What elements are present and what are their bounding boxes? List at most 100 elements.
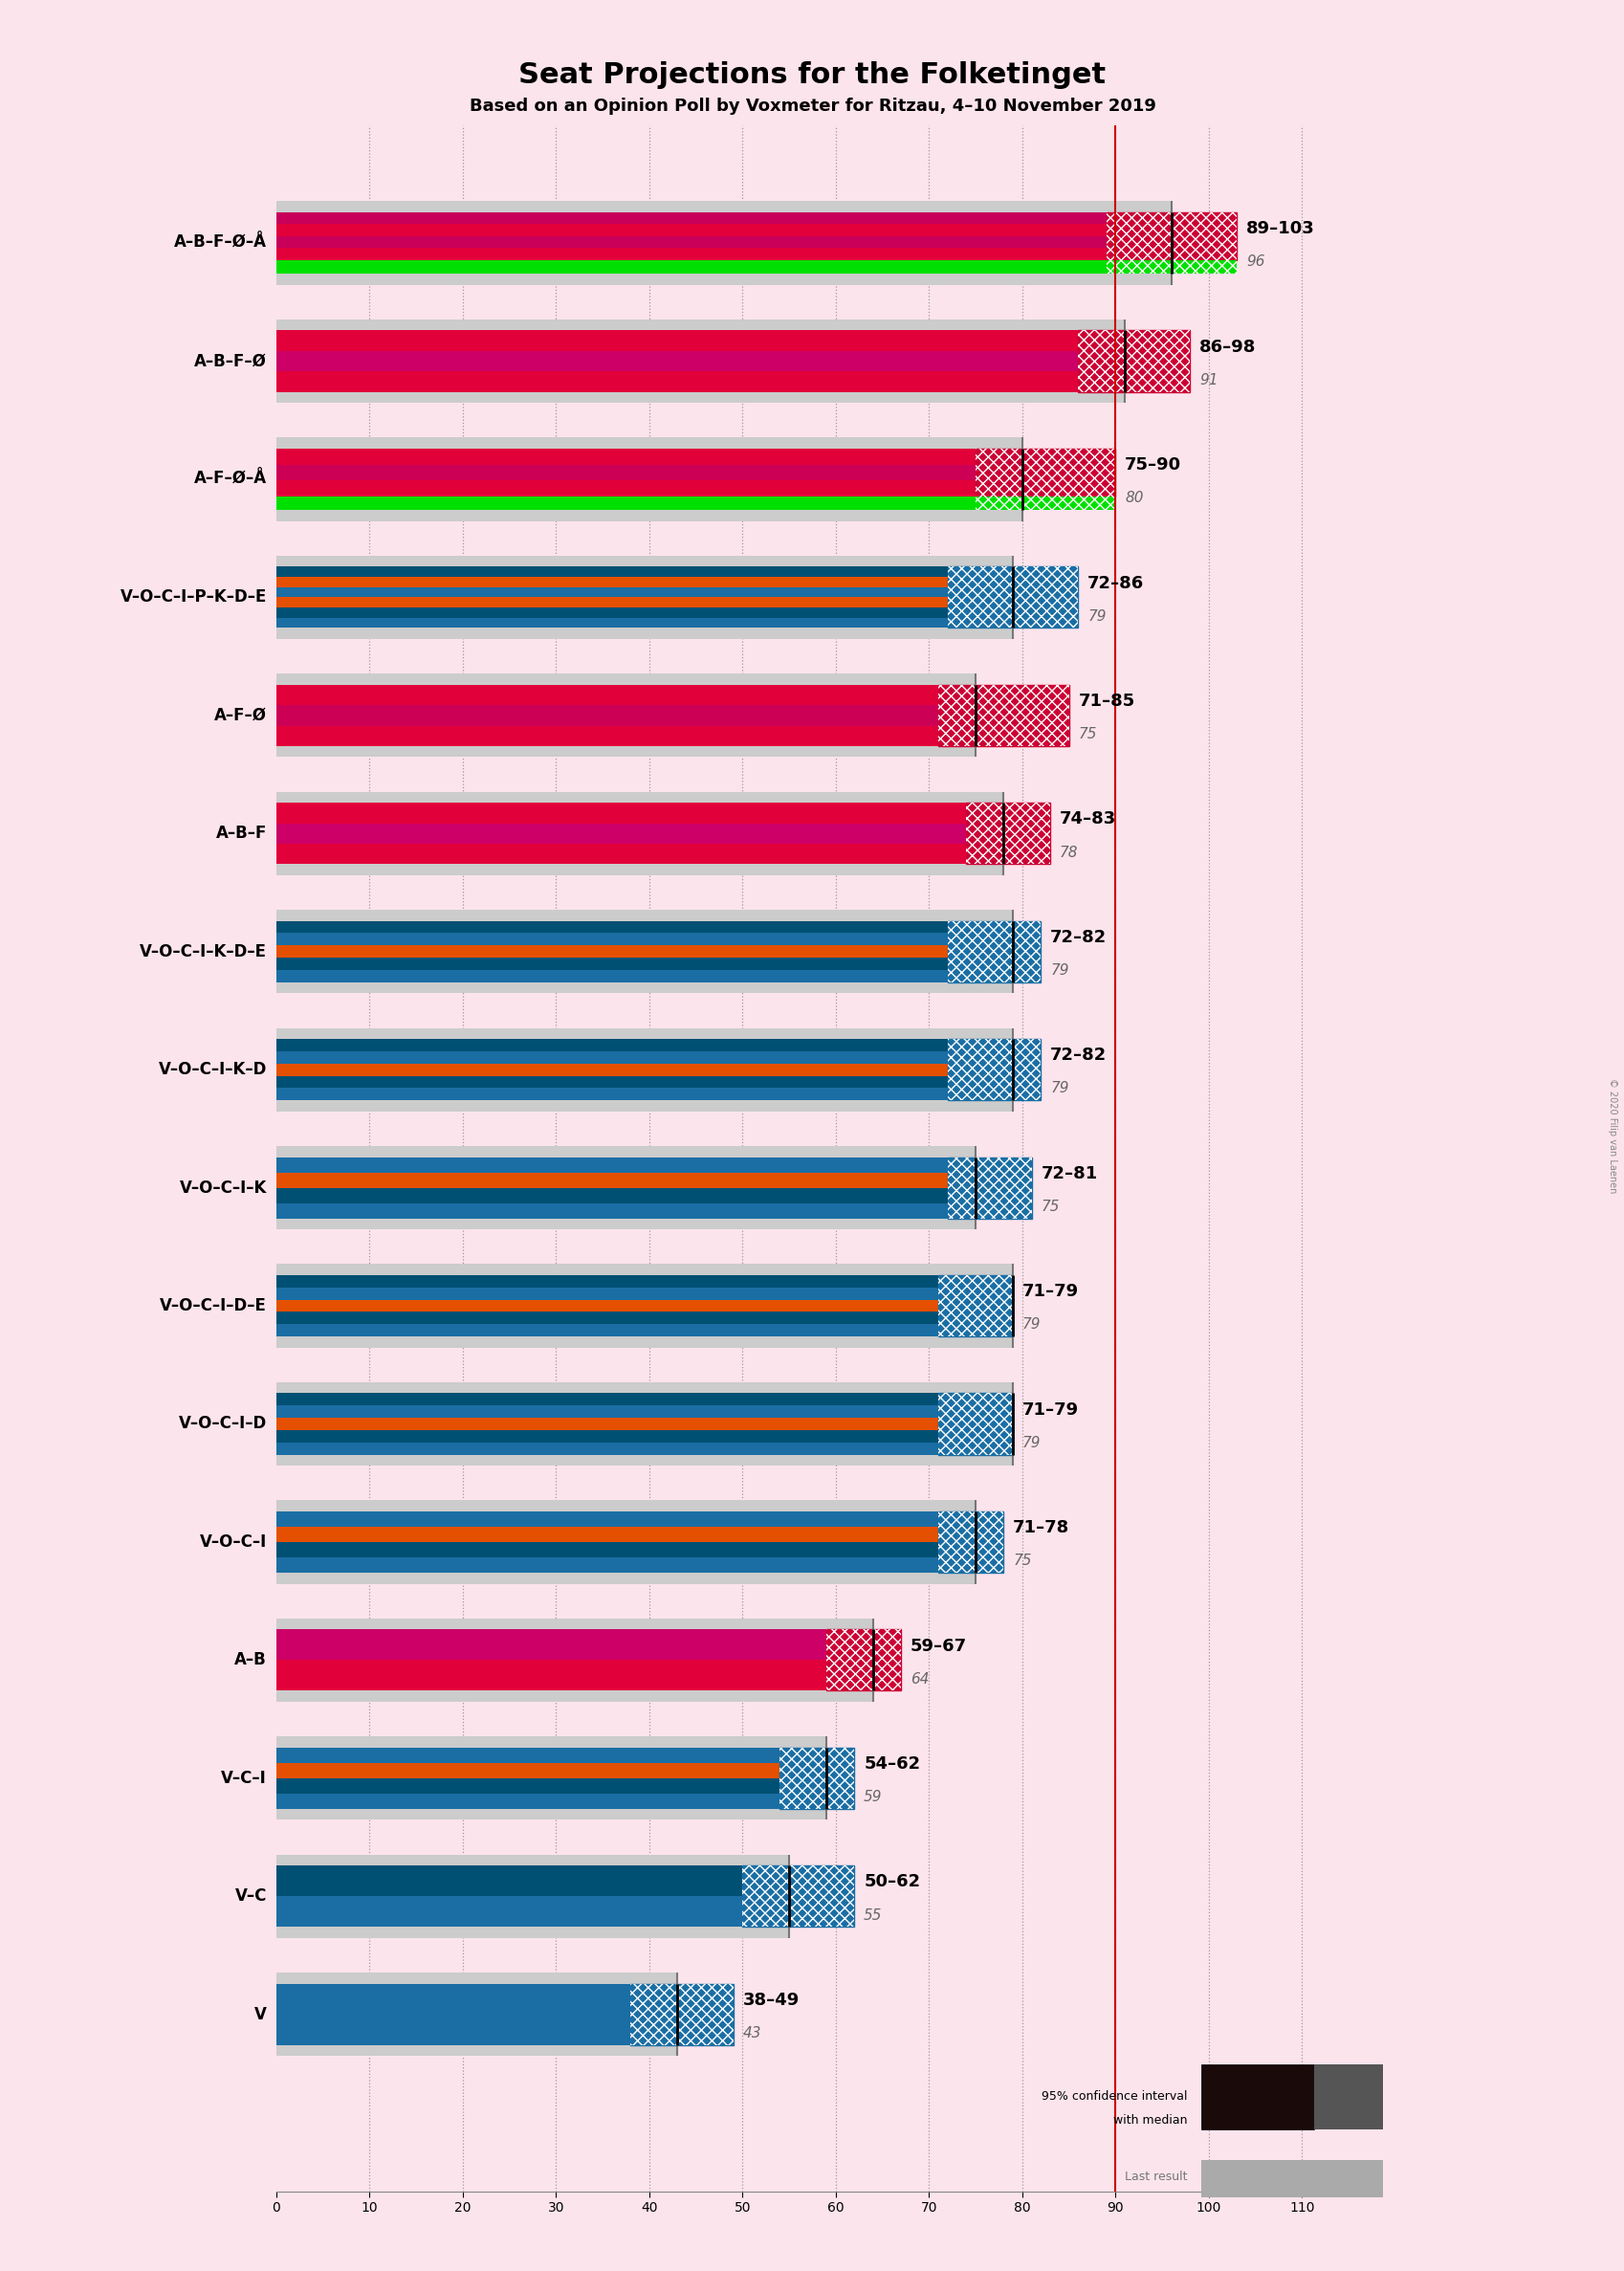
Bar [947,920,1041,983]
Bar [276,933,947,945]
Text: 59: 59 [864,1790,882,1803]
Text: 64: 64 [909,1671,929,1685]
Text: V: V [255,2005,266,2023]
Text: 79: 79 [1049,1081,1069,1095]
Bar [276,1778,780,1794]
Bar [276,481,974,497]
Bar [276,586,947,597]
Bar [276,1896,742,1928]
Bar [276,1156,947,1172]
Bar [937,684,1069,747]
Bar [276,1038,947,1051]
Bar [276,793,1004,874]
Bar [276,1973,677,2055]
Bar [276,1029,1012,1111]
Bar [276,248,1106,261]
Text: 79: 79 [1049,963,1069,977]
Text: 79: 79 [1086,609,1106,622]
Bar [276,1204,947,1220]
Bar [276,845,966,865]
Bar [276,911,1012,992]
Bar [276,1794,780,1810]
Bar [937,684,1069,747]
Bar [947,1038,1041,1101]
Text: V–O–C–I–K–D: V–O–C–I–K–D [159,1061,266,1079]
Bar [937,1392,1012,1456]
Bar [276,1406,937,1417]
Bar [276,1051,947,1063]
Text: 72–82: 72–82 [1049,929,1106,947]
Bar [937,1274,1012,1338]
Bar [742,1864,854,1928]
Text: 95% confidence interval: 95% confidence interval [1041,2092,1187,2103]
Text: Last result: Last result [1124,2171,1187,2182]
Bar [276,577,947,586]
Bar [947,565,1078,629]
Text: 80: 80 [1124,491,1143,504]
Bar [276,920,947,933]
Bar [276,958,947,970]
Text: 79: 79 [1021,1317,1041,1331]
Bar [276,1417,937,1431]
Bar [276,320,1124,402]
Bar [276,1442,937,1456]
Text: 43: 43 [742,2026,760,2039]
Text: A–B–F: A–B–F [216,824,266,843]
Bar [276,1510,937,1526]
Bar [947,1156,1031,1220]
Text: 75: 75 [1041,1199,1059,1213]
Text: 96: 96 [1246,254,1263,268]
Bar [276,1746,780,1762]
Text: © 2020 Filip van Laenen: © 2020 Filip van Laenen [1606,1079,1616,1192]
Text: V–O–C–I–P–K–D–E: V–O–C–I–P–K–D–E [120,588,266,606]
Bar [1078,329,1189,393]
Text: 72–82: 72–82 [1049,1047,1106,1065]
Text: 71–78: 71–78 [1012,1519,1069,1537]
Text: V–O–C–I–K–D–E: V–O–C–I–K–D–E [140,942,266,961]
Bar [276,704,937,727]
Bar [276,1762,780,1778]
Bar [276,609,947,618]
Bar [276,1313,937,1324]
Bar [276,1274,937,1288]
Bar [276,202,1171,284]
Text: A–F–Ø: A–F–Ø [214,706,266,724]
Text: Based on an Opinion Poll by Voxmeter for Ritzau, 4–10 November 2019: Based on an Opinion Poll by Voxmeter for… [469,98,1155,116]
Text: 71–79: 71–79 [1021,1401,1078,1419]
Bar [276,1265,1012,1347]
Text: V–O–C–I–D–E: V–O–C–I–D–E [159,1297,266,1315]
Bar [276,466,974,481]
Text: 75–90: 75–90 [1124,456,1181,475]
Bar [1106,211,1236,261]
Text: 75: 75 [1078,727,1096,740]
Bar [947,565,1078,629]
Text: 72–81: 72–81 [1041,1165,1096,1183]
Bar [974,497,1116,511]
Bar [276,727,937,747]
Text: 74–83: 74–83 [1059,811,1116,829]
Bar [276,1864,742,1896]
Bar [276,1088,947,1101]
Text: 71–79: 71–79 [1021,1283,1078,1301]
Text: A–B–F–Ø–Å: A–B–F–Ø–Å [174,234,266,252]
Bar [947,920,1041,983]
Text: Seat Projections for the Folketinget: Seat Projections for the Folketinget [518,61,1106,89]
Bar [276,350,1078,372]
Text: 72–86: 72–86 [1086,575,1143,593]
Bar [974,497,1116,511]
Bar [974,447,1116,497]
Bar [947,1038,1041,1101]
Bar [1314,2064,1382,2130]
Bar [276,1737,827,1819]
Bar [276,211,1106,225]
Bar [276,1660,827,1692]
Bar [780,1746,854,1810]
Bar [276,1288,937,1299]
Bar [276,1558,937,1574]
Bar [276,822,966,845]
Bar [276,261,1106,275]
Bar [276,597,947,609]
Text: 55: 55 [864,1908,882,1921]
Bar [1106,211,1236,261]
Bar [276,1855,789,1937]
